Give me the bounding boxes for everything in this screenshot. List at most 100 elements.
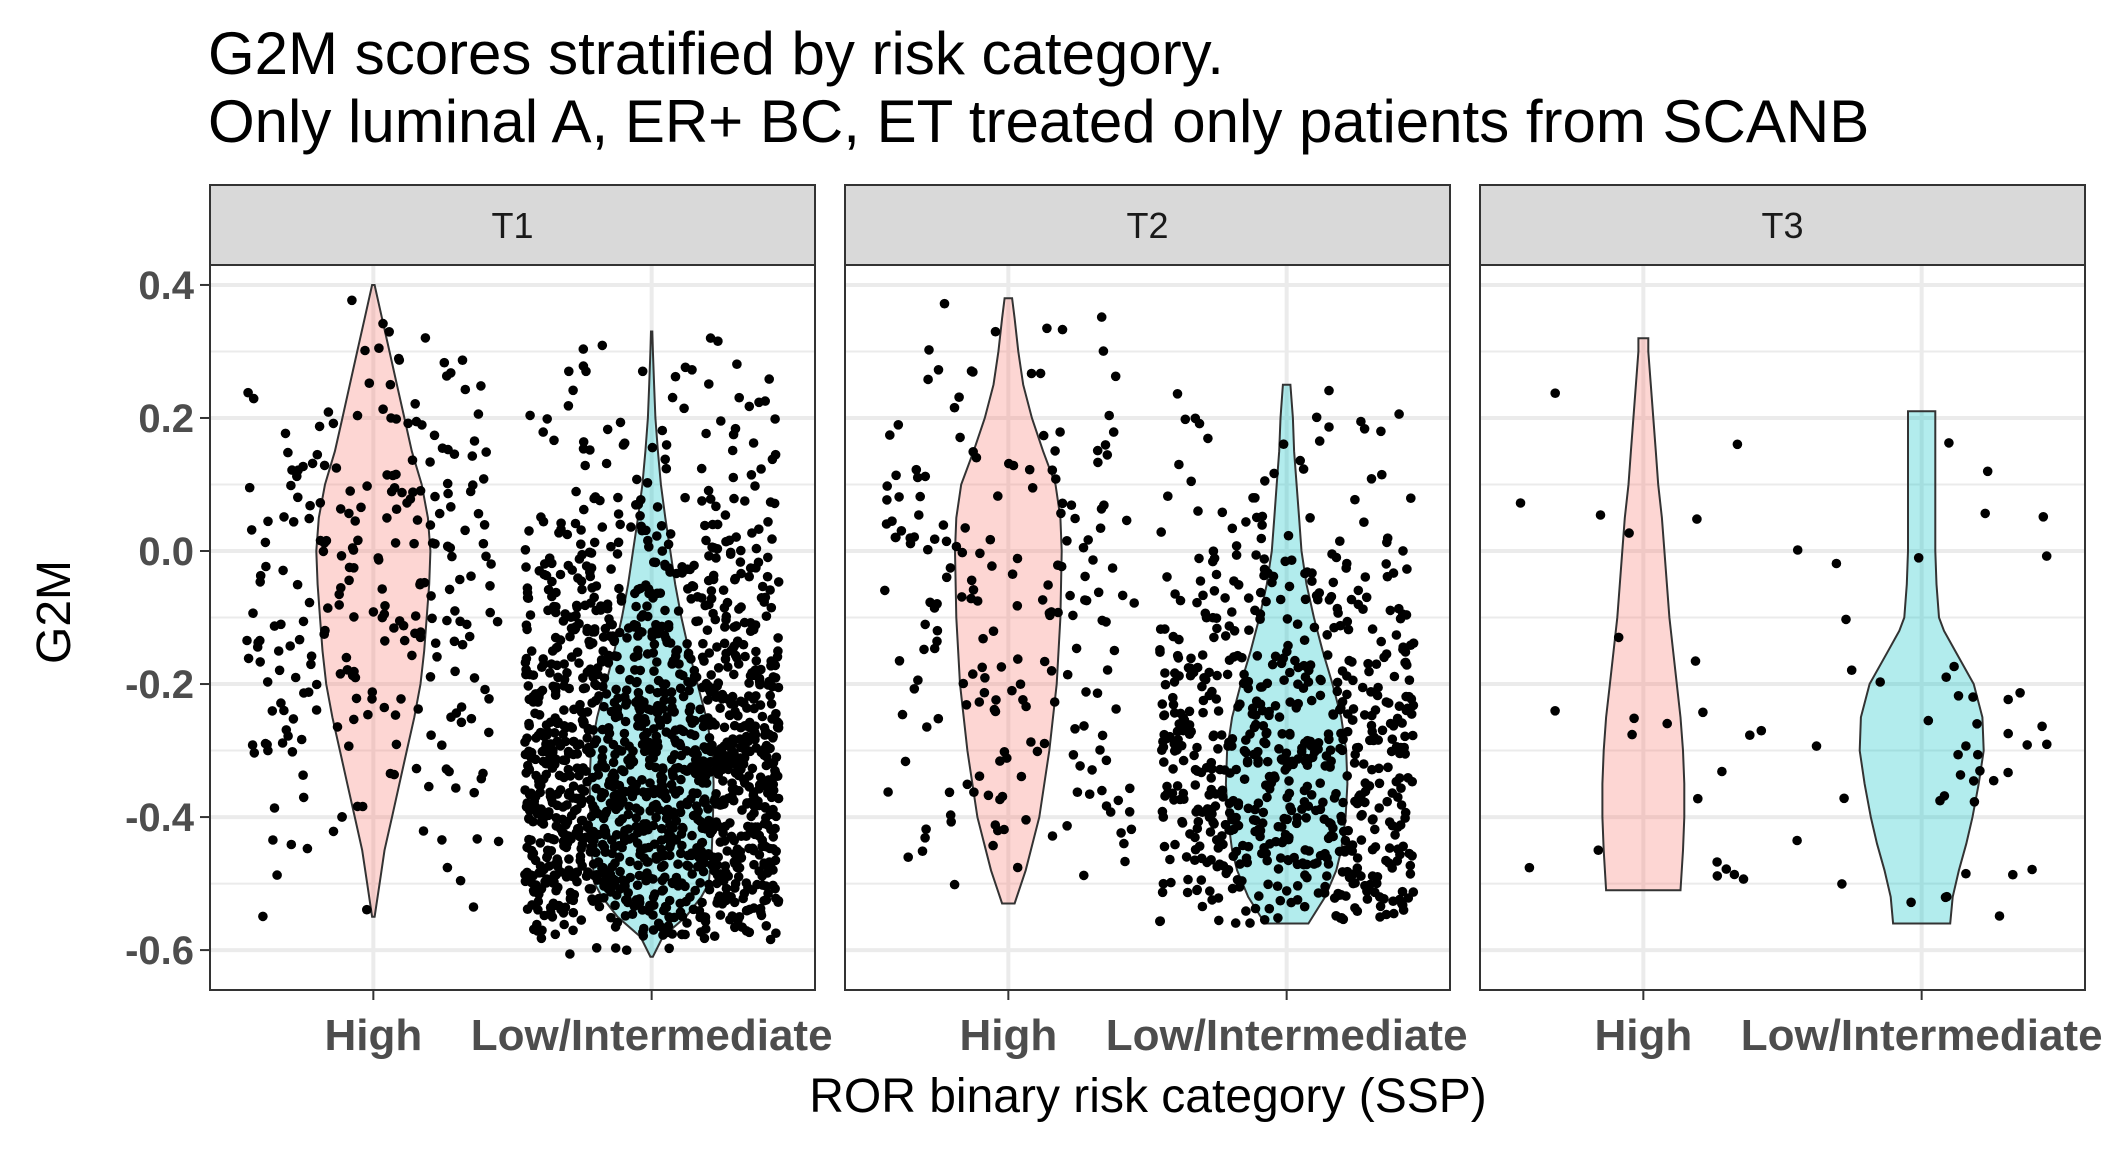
data-point [294,634,305,645]
data-point [1224,825,1234,835]
data-point [1394,603,1404,614]
data-point [903,852,913,862]
data-point [539,659,549,669]
data-point [1155,916,1166,926]
data-point [2038,512,2049,522]
data-point [734,770,744,781]
data-point [652,737,663,747]
data-point [605,869,616,879]
data-point [1729,869,1740,880]
data-point [1271,836,1281,847]
data-point [966,575,977,586]
data-point [610,749,620,760]
data-point [561,820,571,830]
data-point [616,596,627,606]
data-point [905,538,916,549]
data-point [1961,741,1971,751]
data-point [314,421,325,432]
data-point [763,517,773,527]
data-point [941,536,952,547]
data-point [260,537,271,548]
data-point [722,737,732,747]
data-point [610,803,621,813]
x-tick-label: High [1594,1011,1692,1060]
data-point [688,810,699,821]
data-point [547,912,558,922]
data-point [761,611,772,621]
data-point [378,318,388,329]
data-point [417,420,427,430]
data-point [1388,721,1399,731]
data-point [667,877,678,888]
data-point [634,894,645,904]
data-point [729,493,739,504]
data-point [1155,647,1165,657]
data-point [562,867,573,878]
data-point [1975,766,1985,776]
data-point [914,510,924,520]
data-point [608,877,619,888]
data-point [385,379,396,390]
data-point [385,768,396,779]
data-point [1387,734,1398,744]
data-point [1268,571,1279,582]
data-point [988,626,999,636]
data-point [1159,710,1169,721]
data-point [1721,864,1732,874]
data-point [283,447,293,458]
data-point [564,854,574,864]
data-point [897,709,908,720]
data-point [550,607,561,618]
data-point [729,669,739,680]
data-point [737,922,747,932]
data-point [745,563,756,573]
data-point [1093,457,1103,468]
data-point [472,834,483,844]
data-point [675,683,686,694]
data-point [661,463,672,474]
data-point [536,512,546,522]
data-point [667,695,677,706]
data-point [1300,845,1310,855]
data-point [744,843,754,854]
data-point [569,704,579,715]
data-point [1342,558,1352,569]
data-point [334,589,345,600]
data-point [713,752,723,762]
data-point [698,866,709,877]
data-point [1191,807,1201,817]
data-point [1070,513,1080,524]
data-point [424,781,434,792]
data-point [574,658,584,668]
data-point [644,760,655,771]
data-point [1365,735,1375,746]
data-point [938,520,949,530]
data-point [1953,691,1964,701]
data-point [770,414,780,424]
data-point [1323,859,1334,869]
data-point [559,919,569,930]
data-point [610,900,620,911]
data-point [894,492,904,502]
data-point [553,717,563,727]
data-point [1088,555,1098,565]
data-point [524,805,535,816]
grid-lines [1480,265,2085,990]
data-point [650,889,660,899]
data-point [585,847,596,857]
data-point [269,621,280,631]
data-point [347,295,357,306]
data-point [750,481,760,491]
data-point [727,445,738,456]
data-point [1381,855,1391,866]
data-point [757,581,768,592]
data-point [1180,414,1191,425]
data-point [1032,746,1043,757]
data-point [577,584,587,595]
points-high [242,295,504,922]
data-point [1056,508,1066,519]
data-point [1286,897,1296,908]
data-point [1629,713,1639,724]
data-point [1391,630,1402,640]
data-point [1352,853,1363,863]
